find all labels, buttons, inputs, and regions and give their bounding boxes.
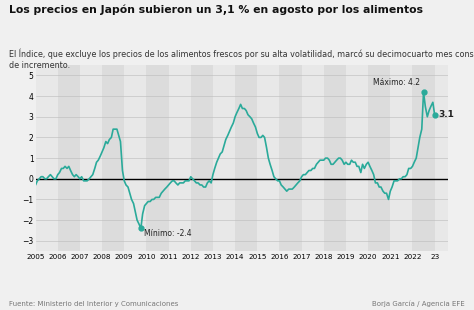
Bar bbox=[435, 65, 457, 251]
Bar bbox=[368, 65, 390, 251]
Bar bbox=[301, 65, 324, 251]
Bar bbox=[146, 65, 169, 251]
Bar bbox=[102, 65, 124, 251]
Text: Fuente: Ministerio del Interior y Comunicaciones: Fuente: Ministerio del Interior y Comuni… bbox=[9, 301, 179, 307]
Bar bbox=[80, 65, 102, 251]
Bar bbox=[390, 65, 412, 251]
Text: El Índice, que excluye los precios de los alimentos frescos por su alta volatili: El Índice, que excluye los precios de lo… bbox=[9, 48, 474, 70]
Bar bbox=[412, 65, 435, 251]
Bar bbox=[324, 65, 346, 251]
Bar bbox=[58, 65, 80, 251]
Bar bbox=[280, 65, 301, 251]
Text: 3.1: 3.1 bbox=[438, 110, 454, 119]
Bar bbox=[346, 65, 368, 251]
Bar bbox=[169, 65, 191, 251]
Text: Mínimo: -2.4: Mínimo: -2.4 bbox=[144, 229, 192, 238]
Text: Borja García / Agencia EFE: Borja García / Agencia EFE bbox=[372, 300, 465, 307]
Text: Los precios en Japón subieron un 3,1 % en agosto por los alimentos: Los precios en Japón subieron un 3,1 % e… bbox=[9, 5, 423, 15]
Bar bbox=[235, 65, 257, 251]
Bar bbox=[36, 65, 58, 251]
Bar bbox=[257, 65, 280, 251]
Bar bbox=[191, 65, 213, 251]
Bar bbox=[124, 65, 146, 251]
Bar bbox=[213, 65, 235, 251]
Text: Máximo: 4.2: Máximo: 4.2 bbox=[373, 78, 420, 87]
